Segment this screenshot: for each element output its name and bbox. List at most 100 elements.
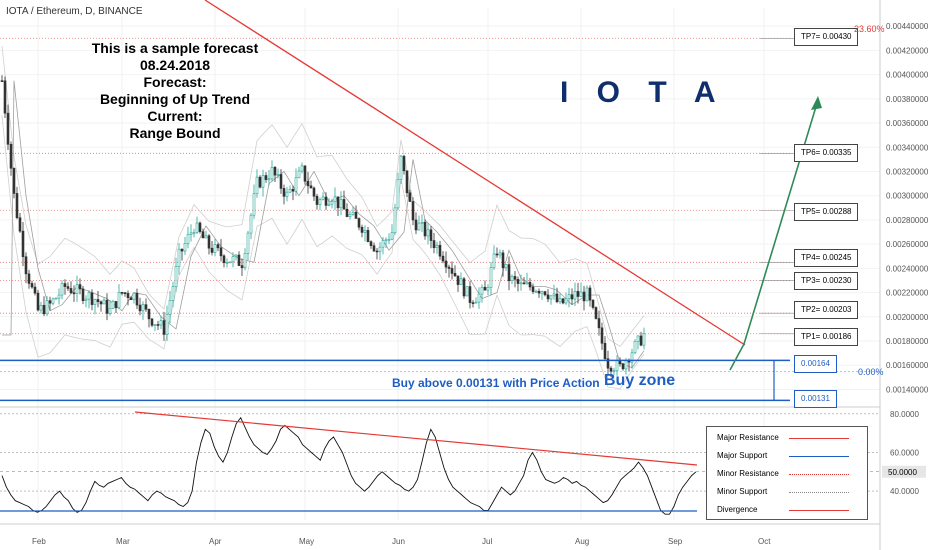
candle-body	[483, 286, 487, 291]
candle-body	[120, 292, 124, 294]
candle-body	[390, 232, 394, 240]
candle-body	[384, 239, 388, 242]
legend-label-major-resistance: Major Resistance	[717, 433, 779, 442]
candle-body	[66, 286, 70, 289]
candle-body	[567, 294, 571, 300]
candle-body	[411, 201, 415, 221]
legend-swatch-major-resistance	[789, 438, 849, 439]
candle-body	[288, 188, 292, 193]
candle-body	[399, 155, 403, 180]
candle-body	[357, 218, 361, 228]
candle-body	[39, 304, 43, 311]
price-tick-label: 0.00140000	[886, 385, 929, 394]
tp1-label: TP1= 0.00186	[794, 328, 859, 346]
candle-body	[519, 282, 523, 285]
candle-body	[291, 188, 295, 192]
rsi-current-value: 50.0000	[888, 468, 917, 477]
candle-body	[249, 214, 253, 234]
forecast-arrow	[729, 99, 819, 371]
candle-body	[324, 196, 328, 206]
candle-body	[87, 292, 91, 300]
candle-body	[72, 292, 76, 295]
legend-label-minor-resistance: Minor Resistance	[717, 469, 779, 478]
candle-body	[600, 327, 604, 344]
candle-body	[441, 255, 445, 262]
candle-body	[522, 282, 526, 285]
candle-body	[111, 301, 115, 309]
candle-body	[489, 267, 493, 288]
candle-body	[531, 286, 535, 292]
candle-body	[108, 308, 112, 314]
candle-body	[204, 235, 208, 239]
rsi-tick-label: 60.0000	[890, 448, 919, 457]
candle-body	[279, 174, 283, 189]
price-tick-label: 0.00420000	[886, 46, 929, 55]
candle-body	[621, 363, 625, 370]
candle-body	[69, 288, 73, 294]
candle-body	[84, 298, 88, 302]
price-tick-label: 0.00260000	[886, 240, 929, 249]
candle-body	[630, 352, 634, 363]
candle-body	[219, 247, 223, 257]
candle-body	[339, 199, 343, 209]
candle-body	[24, 256, 28, 275]
candle-body	[405, 170, 409, 194]
candle-body	[171, 286, 175, 301]
candle-body	[588, 287, 592, 301]
candle-body	[21, 230, 25, 258]
candle-body	[222, 255, 226, 263]
candle-body	[426, 229, 430, 237]
time-tick-label: Jul	[482, 537, 492, 546]
candle-body	[300, 165, 304, 172]
candle-body	[561, 298, 565, 304]
candle-body	[276, 174, 280, 176]
candle-body	[243, 253, 247, 269]
candle-body	[585, 287, 589, 302]
candle-body	[615, 360, 619, 372]
candle-body	[552, 293, 556, 297]
rsi-line	[1, 416, 697, 515]
band-middle	[2, 80, 645, 369]
candle-body	[225, 262, 229, 264]
candle-body	[270, 166, 274, 180]
candle-body	[564, 298, 568, 304]
candle-body	[495, 253, 499, 256]
candle-body	[135, 292, 139, 306]
candle-body	[480, 286, 484, 295]
candle-body	[579, 291, 583, 297]
candle-body	[252, 193, 256, 216]
candle-body	[408, 192, 412, 202]
candle-body	[378, 246, 382, 252]
candle-body	[609, 367, 613, 372]
target-lines	[0, 37, 795, 335]
candle-body	[312, 187, 316, 197]
time-tick-label: May	[299, 537, 314, 546]
candle-body	[195, 222, 199, 233]
candle-body	[327, 203, 331, 206]
candle-body	[306, 180, 310, 187]
time-tick-label: Aug	[575, 537, 589, 546]
tp2-label: TP2= 0.00203	[794, 301, 859, 319]
bollinger-bands	[1, 45, 645, 390]
candle-body	[228, 261, 232, 264]
candle-body	[231, 256, 235, 263]
candle-body	[498, 252, 502, 256]
time-tick-label: Jun	[392, 537, 405, 546]
candle-body	[258, 176, 262, 188]
candle-body	[297, 170, 301, 178]
candle-body	[126, 293, 130, 299]
candle-body	[261, 175, 265, 188]
candle-body	[639, 335, 643, 346]
candle-body	[96, 299, 100, 302]
rsi-divergence-line	[134, 411, 698, 466]
candle-body	[12, 167, 16, 194]
candle-body	[207, 235, 211, 249]
candle-body	[423, 221, 427, 237]
tp4-label: TP4= 0.00245	[794, 249, 859, 267]
tp3-label: TP3= 0.00230	[794, 272, 859, 290]
candle-body	[444, 260, 448, 268]
tp7-label: TP7= 0.00430	[794, 28, 859, 46]
candle-body	[105, 299, 109, 314]
candle-body	[294, 177, 298, 192]
